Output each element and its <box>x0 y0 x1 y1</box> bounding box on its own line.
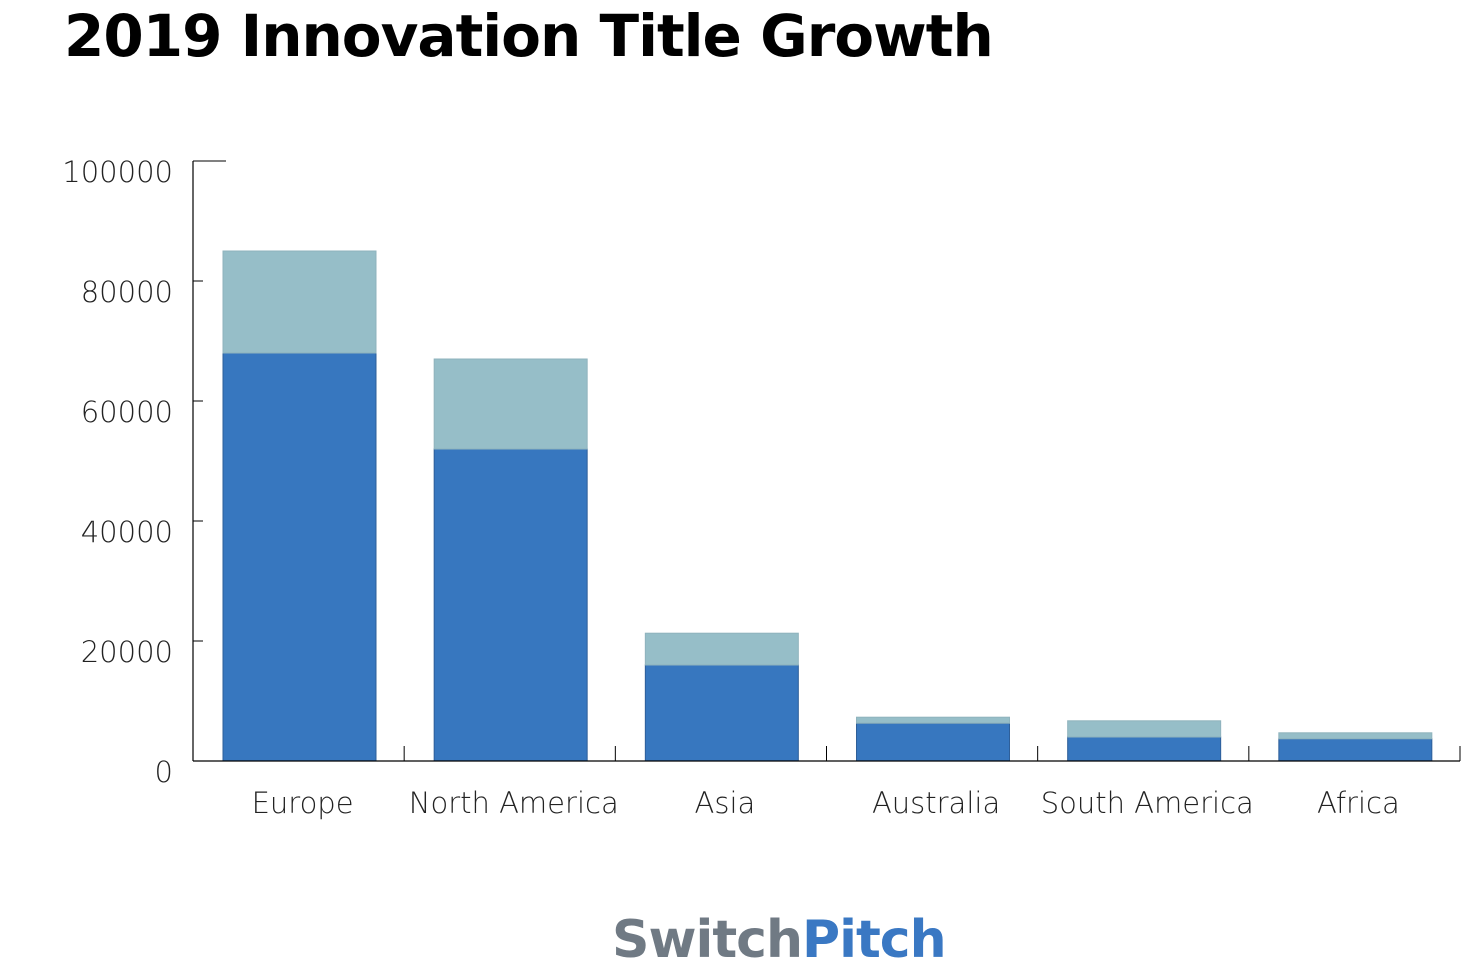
y-tick-label: 40000 <box>81 515 173 549</box>
switchpitch-logo: SwitchPitch <box>612 910 947 970</box>
bar-south-america-series2 <box>1067 720 1222 738</box>
bar-chart: Europe North America Asia Australia South Am… <box>62 155 1461 820</box>
x-tick-label: Australia <box>872 786 1000 820</box>
bar-asia-series1 <box>644 664 799 762</box>
x-tick-label: North America <box>409 786 619 820</box>
bar-north-america-series2 <box>433 358 588 450</box>
y-tick-label: 60000 <box>81 395 173 429</box>
y-tick-label: 80000 <box>81 275 173 309</box>
bar-africa-series1 <box>1278 738 1433 762</box>
logo-part2: Pitch <box>802 910 947 970</box>
x-tick-label: Asia <box>695 786 756 820</box>
chart-title: 2019 Innovation Title Growth <box>64 2 994 70</box>
logo-part1: Switch <box>612 910 803 970</box>
bar-asia-series2 <box>644 632 799 666</box>
x-tick-label: South America <box>1041 786 1254 820</box>
y-tick-label: 0 <box>155 755 173 789</box>
y-tick-label: 100000 <box>62 155 173 189</box>
bar-europe-series1 <box>222 352 377 762</box>
bar-south-america-series1 <box>1067 736 1222 762</box>
bar-north-america-series1 <box>433 448 588 762</box>
bar-australia-series1 <box>856 722 1010 762</box>
x-tick-label: Europe <box>252 786 354 820</box>
x-tick-label: Africa <box>1317 786 1400 820</box>
bar-australia-series2 <box>856 716 1010 724</box>
y-tick-label: 20000 <box>81 635 173 669</box>
bar-africa-series2 <box>1278 732 1433 740</box>
bar-europe-series2 <box>222 250 377 354</box>
